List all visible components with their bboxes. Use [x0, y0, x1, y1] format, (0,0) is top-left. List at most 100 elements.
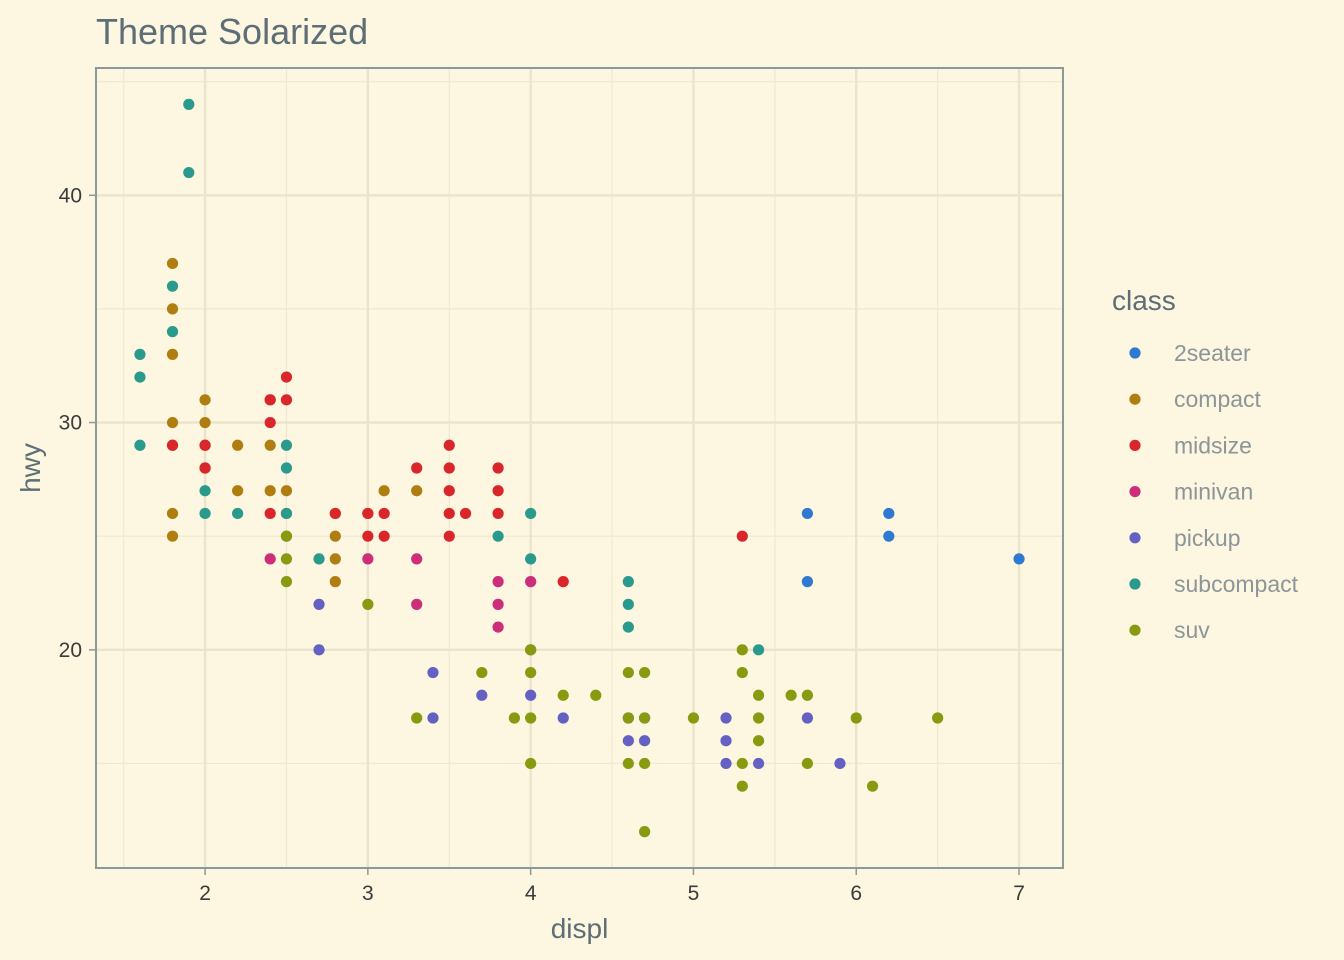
data-point-suv	[801, 689, 814, 701]
data-point-pickup	[720, 735, 732, 747]
data-point-suv	[525, 757, 537, 770]
y-axis-title: hwy	[15, 443, 46, 493]
data-point-subcompact	[134, 439, 146, 451]
data-point-2seater	[801, 507, 814, 520]
data-point-suv	[801, 757, 814, 770]
data-point-midsize	[443, 507, 455, 520]
data-point-2seater	[1013, 553, 1025, 565]
data-point-subcompact	[183, 166, 195, 179]
data-point-subcompact	[134, 348, 146, 360]
data-point-compact	[329, 553, 341, 565]
data-point-subcompact	[280, 507, 293, 520]
data-point-midsize	[199, 439, 211, 451]
y-axis-ticks: 20 30 40	[59, 184, 96, 662]
data-point-compact	[166, 507, 179, 520]
data-point-pickup	[752, 757, 765, 770]
data-point-subcompact	[183, 98, 195, 110]
data-point-pickup	[427, 712, 439, 724]
data-point-minivan	[264, 553, 276, 565]
data-point-suv	[639, 826, 651, 838]
data-point-midsize	[264, 394, 276, 406]
legend-key-compact	[1129, 393, 1141, 405]
legend-key-subcompact	[1129, 578, 1141, 590]
data-point-compact	[166, 416, 179, 429]
data-point-subcompact	[313, 553, 325, 565]
data-point-midsize	[492, 462, 504, 474]
legend-key-minivan	[1129, 486, 1141, 498]
data-point-pickup	[427, 666, 439, 679]
legend-items: 2seater compact midsize minivan pickup subcom…	[1129, 340, 1299, 643]
y-tick-label: 40	[59, 184, 82, 207]
data-point-suv	[622, 666, 634, 679]
data-point-midsize	[443, 485, 455, 497]
legend-key-2seater	[1129, 347, 1141, 359]
data-point-midsize	[378, 507, 390, 520]
data-point-suv	[687, 712, 700, 724]
data-point-suv	[850, 712, 862, 724]
data-point-suv	[525, 712, 537, 724]
y-tick-label: 20	[59, 639, 82, 662]
data-point-midsize	[264, 416, 276, 429]
data-point-minivan	[492, 598, 504, 610]
legend-label-midsize: midsize	[1174, 432, 1252, 458]
data-point-suv	[508, 712, 520, 724]
data-point-midsize	[280, 394, 293, 406]
data-point-suv	[736, 780, 748, 792]
data-point-pickup	[476, 689, 488, 701]
data-point-minivan	[492, 576, 504, 588]
x-axis-title: displ	[551, 913, 609, 944]
plot-panel	[95, 67, 1064, 869]
data-point-midsize	[443, 530, 455, 542]
legend-title: class	[1112, 285, 1176, 316]
data-point-pickup	[801, 712, 814, 724]
data-point-suv	[525, 644, 537, 656]
data-point-suv	[590, 689, 602, 701]
data-point-compact	[264, 485, 276, 497]
data-point-compact	[166, 530, 179, 542]
x-tick-label: 3	[362, 882, 374, 905]
data-point-midsize	[443, 462, 455, 474]
data-point-compact	[166, 257, 179, 270]
legend-key-midsize	[1129, 439, 1141, 451]
data-point-pickup	[525, 689, 537, 701]
data-point-compact	[232, 485, 244, 497]
data-point-suv	[280, 530, 293, 542]
data-point-suv	[736, 757, 748, 770]
legend-label-subcompact: subcompact	[1174, 571, 1299, 597]
data-point-suv	[622, 712, 634, 724]
data-point-suv	[639, 757, 651, 770]
legend-label-2seater: 2seater	[1174, 340, 1251, 366]
data-point-suv	[752, 689, 765, 701]
legend-key-suv	[1129, 624, 1141, 636]
x-tick-label: 4	[525, 882, 537, 905]
data-point-compact	[199, 416, 211, 429]
data-point-suv	[362, 598, 374, 610]
data-point-suv	[411, 712, 423, 724]
data-point-compact	[199, 394, 211, 406]
data-point-midsize	[736, 530, 748, 542]
data-point-subcompact	[492, 530, 504, 542]
grid-lines	[96, 68, 1063, 868]
data-point-midsize	[378, 530, 390, 542]
data-point-minivan	[362, 553, 374, 565]
data-point-pickup	[313, 644, 325, 656]
data-point-subcompact	[622, 598, 634, 610]
y-tick-label: 30	[59, 412, 82, 435]
data-point-pickup	[720, 757, 732, 770]
x-tick-label: 7	[1013, 882, 1025, 905]
x-tick-label: 2	[199, 882, 211, 905]
legend-label-compact: compact	[1174, 386, 1262, 412]
data-point-subcompact	[525, 553, 537, 565]
data-point-midsize	[557, 576, 569, 588]
data-point-suv	[525, 666, 537, 679]
legend-label-suv: suv	[1174, 617, 1210, 643]
data-point-midsize	[280, 371, 293, 383]
data-point-compact	[411, 485, 423, 497]
data-point-subcompact	[525, 507, 537, 520]
data-point-subcompact	[199, 507, 211, 520]
data-point-midsize	[492, 485, 504, 497]
data-point-subcompact	[134, 371, 146, 383]
data-point-compact	[378, 485, 390, 497]
data-point-2seater	[883, 507, 895, 520]
legend-label-minivan: minivan	[1174, 479, 1253, 505]
